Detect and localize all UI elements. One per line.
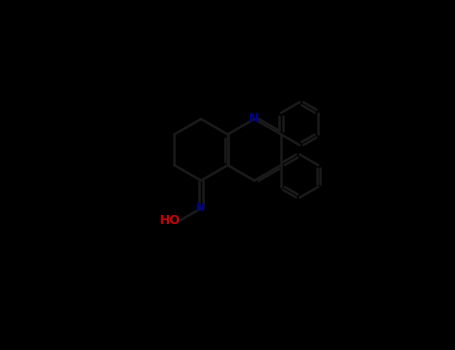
Text: N: N [249,112,259,126]
Text: HO: HO [160,214,181,226]
Text: N: N [197,203,206,213]
